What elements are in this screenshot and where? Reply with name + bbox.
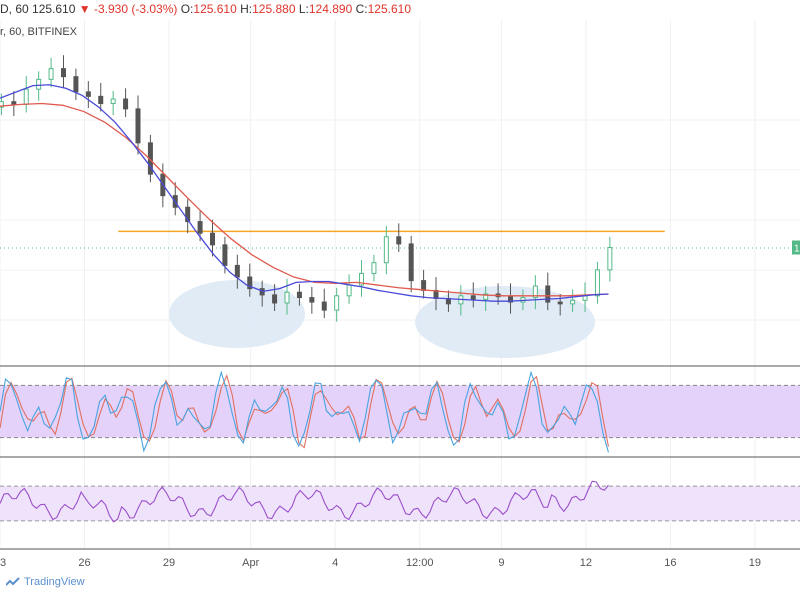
candle-body-17 xyxy=(210,232,216,246)
candle-body-41 xyxy=(508,296,514,303)
candle-body-26 xyxy=(321,301,327,311)
price-label-text: 1 xyxy=(794,244,800,255)
candle-body-46 xyxy=(570,299,576,305)
price-change: -3.930 (-3.03%) xyxy=(94,2,178,16)
candle-body-23 xyxy=(284,291,290,304)
candle-body-3 xyxy=(36,78,42,90)
candle-body-9 xyxy=(110,98,116,105)
candle-body-1 xyxy=(11,101,17,105)
moving-average-blue xyxy=(0,84,609,302)
x-tick-1: 26 xyxy=(78,557,90,569)
x-tick-0: 23 xyxy=(0,557,6,569)
candle-body-2 xyxy=(23,88,29,105)
candle-body-6 xyxy=(73,76,79,93)
candle-body-20 xyxy=(247,276,253,290)
candle-body-29 xyxy=(359,272,365,286)
candle-body-39 xyxy=(483,293,489,300)
candle-body-15 xyxy=(185,206,191,223)
candle-body-24 xyxy=(296,291,302,299)
candle-body-49 xyxy=(607,247,613,271)
x-tick-9: 19 xyxy=(749,557,761,569)
candle-body-31 xyxy=(383,236,389,264)
price-pane: 1 xyxy=(0,55,800,550)
candle-body-27 xyxy=(334,295,340,311)
candle-body-4 xyxy=(48,68,54,80)
low-value: 124.890 xyxy=(308,2,353,16)
x-tick-5: 12:00 xyxy=(406,557,434,569)
chart-subtitle: r, 60, BITFINEX xyxy=(0,26,78,38)
rsi-pane xyxy=(0,480,800,523)
x-axis: 23 26 29 Apr 4 12:00 9 12 16 19 xyxy=(0,557,761,569)
candle-body-8 xyxy=(98,95,104,105)
annotation-ellipse-left xyxy=(169,280,305,348)
candle-body-10 xyxy=(123,98,129,110)
close-value: 125.610 xyxy=(367,2,411,16)
annotation-ellipse-right xyxy=(415,286,595,358)
candle-body-22 xyxy=(272,294,278,304)
x-tick-7: 12 xyxy=(580,557,592,569)
candle-body-45 xyxy=(557,301,563,305)
open-value: 125.610 xyxy=(193,2,237,16)
candle-body-34 xyxy=(421,280,427,291)
x-tick-8: 16 xyxy=(664,557,676,569)
rsi-band xyxy=(0,486,800,521)
candle-body-0 xyxy=(0,101,4,108)
candle-body-44 xyxy=(545,285,551,303)
candle-body-16 xyxy=(197,221,203,234)
change-down-icon: ▼ xyxy=(78,2,91,16)
candle-body-32 xyxy=(396,236,402,245)
chart-header: D, 60 125.610 ▼ -3.930 (-3.03%) O:125.61… xyxy=(0,0,800,18)
candle-body-38 xyxy=(470,295,476,300)
high-value: 125.880 xyxy=(252,2,296,16)
grid-lines xyxy=(0,20,800,548)
candle-body-7 xyxy=(85,91,91,97)
candle-body-18 xyxy=(222,244,228,266)
candle-body-28 xyxy=(346,284,352,297)
candle-body-25 xyxy=(309,297,315,303)
candle-body-5 xyxy=(60,68,66,78)
stochastic-k-line xyxy=(0,370,609,453)
candle-body-19 xyxy=(234,264,240,278)
candle-body-30 xyxy=(371,262,377,274)
watermark-text: TradingView xyxy=(24,576,85,588)
candle-body-48 xyxy=(594,269,600,297)
last-price: 125.610 xyxy=(32,2,76,16)
tradingview-watermark[interactable]: TradingView xyxy=(6,576,85,588)
candle-body-43 xyxy=(532,285,538,299)
stochastic-d-line xyxy=(0,373,609,449)
low-label: L: xyxy=(298,2,309,16)
close-label: C: xyxy=(355,2,368,16)
candle-body-11 xyxy=(135,108,141,144)
x-tick-3: Apr xyxy=(242,557,259,569)
x-tick-4: 4 xyxy=(332,557,338,569)
x-tick-2: 29 xyxy=(163,557,175,569)
symbol-interval: D, 60 xyxy=(0,2,29,16)
price-label-box xyxy=(792,240,800,255)
open-label: O: xyxy=(180,2,194,16)
stochastic-pane xyxy=(0,370,800,453)
high-label: H: xyxy=(240,2,253,16)
rsi-line xyxy=(0,480,609,523)
candle-body-33 xyxy=(408,243,414,282)
x-tick-6: 9 xyxy=(498,557,504,569)
moving-average-red xyxy=(0,102,609,297)
tradingview-logo-icon xyxy=(6,577,20,586)
